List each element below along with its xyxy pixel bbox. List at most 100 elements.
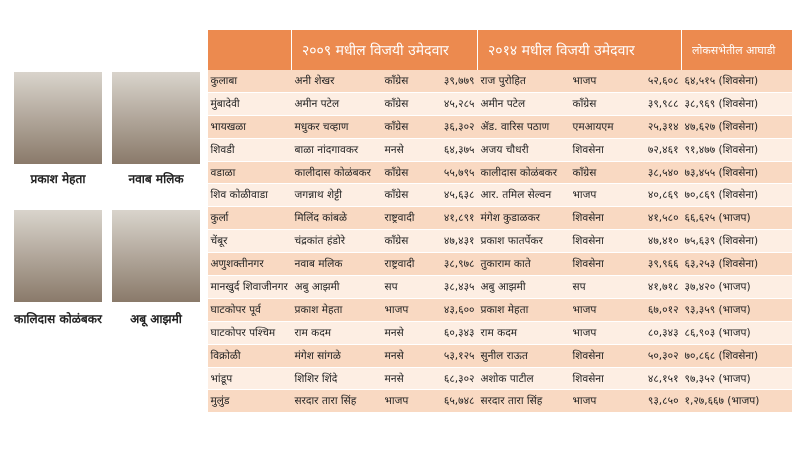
table-cell: काँग्रेस (381, 70, 428, 93)
table-cell: चेंबूर (207, 229, 292, 254)
photo-name: अबू आझमी (130, 312, 182, 326)
table-cell: ४३,६०० (427, 298, 478, 322)
table-cell: शिव कोळीवाडा (207, 183, 292, 208)
table-cell: अशोक पाटील (477, 367, 570, 391)
table-row: चेंबूर चंद्रकांत हंडोरे काँग्रेस ४७,४३१ प्रक… (207, 229, 792, 254)
table-cell: ७२,४६१ (625, 138, 682, 162)
table-cell: राम कदम (291, 321, 382, 345)
table-row: कुलाबा अनी शेखर काँग्रेस ३९,७७९ राज पुरोहित भ… (207, 70, 792, 93)
table-row: घाटकोपर पश्चिम राम कदम मनसे ६०,३४३ राम कदम भा… (207, 321, 792, 345)
table-cell: एमआयएम (569, 115, 626, 139)
table-cell: प्रकाश फातर्पेकर (477, 229, 570, 254)
table-row: भायखळा मधुकर चव्हाण काँग्रेस ३६,३०२ ॲड. वारि… (207, 115, 792, 139)
table-cell: अमीन पटेल (291, 92, 382, 116)
header-cell: २००९ मधील विजयी उमेदवार (290, 30, 478, 70)
table-cell: ४१,७१८ (625, 275, 682, 299)
table-cell: शिवसेना (569, 206, 626, 231)
table-cell: मिलिंद कांबळे (291, 206, 382, 231)
table-cell: शिवसेना (569, 252, 626, 277)
table-cell: ३८,५४० (625, 161, 682, 185)
table-cell: ९७,३५२ (भाजप) (681, 367, 792, 391)
table-cell: अबु आझमी (477, 275, 570, 299)
table-cell: शिवसेना (569, 138, 626, 162)
table-cell: मनसे (381, 138, 428, 162)
table-cell: कालीदास कोळंबकर (477, 161, 570, 185)
photo-name: प्रकाश मेहता (30, 172, 86, 186)
table-cell: शिवडी (207, 138, 292, 162)
table-cell: मुंबादेवी (207, 92, 292, 116)
table-cell: नवाब मलिक (291, 252, 382, 277)
table-cell: ६४,३७५ (427, 138, 478, 162)
table-row: अणुशक्तीनगर नवाब मलिक राष्ट्रवादी ३८,९७८ तुक… (207, 252, 792, 277)
table-cell: जगन्नाथ शेट्टी (291, 183, 382, 208)
table-cell: काँग्रेस (381, 229, 428, 254)
table-cell: ७५,६३९ (शिवसेना) (681, 229, 792, 254)
table-cell: ८०,३४३ (625, 321, 682, 345)
table-cell: प्रकाश मेहता (477, 298, 570, 322)
photo (112, 72, 200, 164)
table-cell: भाजप (381, 389, 428, 414)
table-cell: ९३,८५० (625, 389, 682, 414)
table-cell: अनी शेखर (291, 70, 382, 93)
table-cell: ७३,४५५ (शिवसेना) (681, 161, 792, 185)
table-cell: कुलाबा (207, 70, 292, 93)
table-cell: ३९,९६६ (625, 252, 682, 277)
table-cell: ७०,८६९ (शिवसेना) (681, 183, 792, 208)
table-body: कुलाबा अनी शेखर काँग्रेस ३९,७७९ राज पुरोहित भ… (207, 70, 792, 414)
table-cell: मनसे (381, 344, 428, 368)
results-table: २००९ मधील विजयी उमेदवार २०१४ मधील विजयी … (207, 30, 792, 414)
table-cell: ३६,३०२ (427, 115, 478, 139)
table-cell: ६०,३४३ (427, 321, 478, 345)
table-cell: वडाळा (207, 161, 292, 185)
table-cell: भाजप (569, 298, 626, 322)
table-cell: सुनील राऊत (477, 344, 570, 368)
table-cell: सप (381, 275, 428, 299)
header-cell (207, 30, 292, 70)
table-cell: अणुशक्तीनगर (207, 252, 292, 277)
table-cell: ४१,५८० (625, 206, 682, 231)
table-cell: अमीन पटेल (477, 92, 570, 116)
table-cell: राष्ट्रवादी (381, 252, 428, 277)
table-cell: विक्रोळी (207, 344, 292, 368)
photo (14, 210, 102, 302)
table-cell: ९१,४७७ (शिवसेना) (681, 138, 792, 162)
table-cell: ३८,९६९ (शिवसेना) (681, 92, 792, 116)
table-cell: आर. तमिल सेल्वन (477, 183, 570, 208)
table-cell: काँग्रेस (569, 92, 626, 116)
table-cell: ५०,३०२ (625, 344, 682, 368)
table-cell: १,२७,६६७ (भाजप) (681, 389, 792, 414)
table-cell: भाजप (381, 298, 428, 322)
table-cell: काँग्रेस (381, 161, 428, 185)
photo-name: नवाब मलिक (128, 172, 184, 186)
table-row: मुंबादेवी अमीन पटेल काँग्रेस ४५,२८५ अमीन पटे… (207, 92, 792, 116)
table-cell: मंगेश सांगळे (291, 344, 382, 368)
table-row: विक्रोळी मंगेश सांगळे मनसे ५३,१२५ सुनील राऊत… (207, 344, 792, 368)
table-cell: बाळा नांदगावकर (291, 138, 382, 162)
table-cell: घाटकोपर पश्चिम (207, 321, 292, 345)
table-cell: ४७,४१० (625, 229, 682, 254)
table-cell: मुलुंड (207, 389, 292, 414)
header-cell: २०१४ मधील विजयी उमेदवार (477, 30, 682, 70)
table-cell: ४०,८६९ (625, 183, 682, 208)
table-cell: ३८,४३५ (427, 275, 478, 299)
table-cell: ६७,०१२ (625, 298, 682, 322)
table-cell: ८६,९०३ (भाजप) (681, 321, 792, 345)
table-cell: ७०,८६८ (शिवसेना) (681, 344, 792, 368)
table-row: शिव कोळीवाडा जगन्नाथ शेट्टी काँग्रेस ४५,६३८… (207, 183, 792, 208)
table-cell: राष्ट्रवादी (381, 206, 428, 231)
table-cell: ४५,६३८ (427, 183, 478, 208)
table-cell: सरदार तारा सिंह (291, 389, 382, 414)
table-cell: राज पुरोहित (477, 70, 570, 93)
table-cell: काँग्रेस (381, 92, 428, 116)
table-cell: शिवसेना (569, 344, 626, 368)
table-cell: कुर्ला (207, 206, 292, 231)
table-row: शिवडी बाळा नांदगावकर मनसे ६४,३७५ अजय चौधरी शि… (207, 138, 792, 162)
table-cell: ५३,१२५ (427, 344, 478, 368)
table-cell: ४७,४३१ (427, 229, 478, 254)
table-cell: ॲड. वारिस पठाण (477, 115, 570, 139)
table-cell: कालीदास कोळंबकर (291, 161, 382, 185)
table-cell: शिवसेना (569, 229, 626, 254)
table-cell: ४१,८९१ (427, 206, 478, 231)
table-cell: ६८,३०२ (427, 367, 478, 391)
table-cell: ३९,७७९ (427, 70, 478, 93)
